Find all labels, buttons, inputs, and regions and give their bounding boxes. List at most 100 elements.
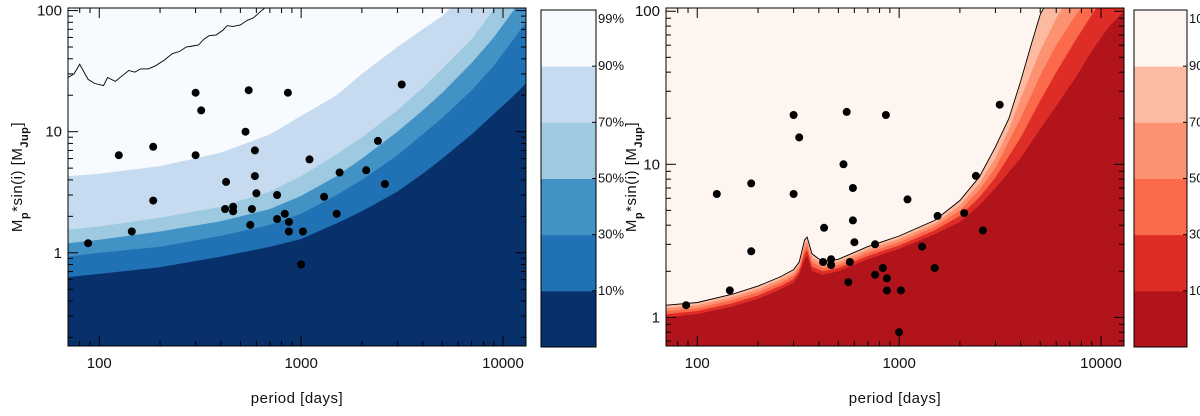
x-axis-title: period [days] — [849, 390, 941, 407]
axis-ticks — [665, 8, 1124, 346]
data-point-11 — [827, 255, 836, 264]
y-tick-label: 100 — [635, 3, 660, 20]
colorbar-segment — [1134, 122, 1187, 179]
data-point-9 — [222, 177, 231, 186]
data-point-15 — [844, 278, 853, 287]
colorbar-label: 99% — [598, 11, 624, 26]
data-point-33 — [373, 136, 382, 145]
data-point-14 — [244, 86, 253, 95]
data-point-35 — [397, 80, 406, 89]
colorbar-label: 100% — [1189, 11, 1200, 26]
data-point-18 — [848, 216, 857, 225]
plot-frame — [67, 7, 527, 347]
y-tick-label: 10 — [643, 156, 660, 173]
data-point-10 — [221, 205, 230, 213]
data-point-2 — [114, 151, 123, 160]
detection-limit-line — [666, 8, 1045, 306]
x-tick-label: 10000 — [482, 355, 524, 372]
data-point-6 — [191, 88, 200, 97]
data-point-33 — [971, 171, 980, 180]
data-point-24 — [882, 286, 891, 295]
axis-ticks — [67, 8, 526, 346]
data-point-27 — [896, 286, 905, 295]
data-point-21 — [871, 270, 880, 279]
data-point-12 — [827, 261, 836, 269]
colorbar-segment — [1134, 290, 1187, 348]
colorbar-label: 10% — [598, 283, 624, 298]
colorbar-label: 70% — [1189, 114, 1200, 129]
y-tick-label: 100 — [37, 3, 62, 20]
y-tick-label: 1 — [652, 309, 660, 326]
data-point-19 — [252, 189, 261, 198]
colorbar-segment — [541, 178, 596, 236]
data-point-28 — [305, 155, 314, 164]
data-point-13 — [839, 160, 848, 169]
data-point-31 — [933, 211, 942, 220]
data-point-5 — [149, 196, 158, 205]
data-point-16 — [247, 205, 256, 213]
data-point-20 — [871, 240, 880, 249]
chart-panel-2: 100 1000 10000 1 10 100 period [days] Mp*sin(i)… — [623, 3, 1200, 407]
data-point-24 — [284, 227, 293, 236]
colorbar: 10% 30% 50% 70% 90% 99% — [540, 9, 624, 348]
data-point-22 — [280, 209, 289, 218]
data-point-17 — [848, 184, 857, 192]
data-point-2 — [712, 190, 721, 198]
colorbar-label: 50% — [598, 171, 624, 186]
data-point-8 — [795, 133, 804, 142]
colorbar-segment — [1134, 66, 1187, 123]
x-tick-label: 10000 — [1080, 355, 1122, 372]
data-point-1 — [682, 301, 691, 310]
data-point-18 — [250, 172, 259, 181]
colorbar-segment — [541, 234, 596, 292]
colorbar-segment — [1134, 178, 1187, 236]
colorbar-label: 50% — [1189, 171, 1200, 186]
data-point-5 — [747, 247, 756, 256]
data-point-28 — [903, 195, 912, 204]
data-point-13 — [241, 127, 250, 136]
data-point-31 — [335, 168, 344, 177]
data-point-7 — [789, 190, 798, 198]
data-point-3 — [127, 227, 136, 236]
data-point-15 — [246, 220, 255, 229]
data-point-20 — [273, 191, 282, 199]
colorbar-label: 90% — [1189, 58, 1200, 73]
data-point-12 — [229, 207, 238, 216]
x-tick-label: 100 — [685, 355, 710, 372]
data-point-29 — [320, 192, 329, 201]
data-point-14 — [842, 107, 851, 116]
data-point-8 — [197, 106, 206, 115]
data-point-17 — [250, 146, 259, 155]
y-tick-label: 10 — [45, 124, 62, 141]
data-point-25 — [882, 274, 891, 283]
data-point-9 — [820, 223, 829, 232]
data-point-34 — [978, 226, 987, 235]
colorbar-segment — [541, 122, 596, 179]
data-point-32 — [960, 209, 969, 218]
data-point-7 — [191, 151, 200, 160]
data-point-19 — [850, 238, 859, 247]
colorbar-label: 70% — [598, 114, 624, 129]
colorbar-segment — [541, 10, 596, 67]
plot-frame — [665, 7, 1125, 347]
data-point-30 — [332, 209, 341, 218]
data-point-27 — [298, 227, 307, 236]
contour-region-30pct — [666, 11, 1124, 346]
data-point-25 — [284, 217, 293, 226]
data-point-26 — [297, 260, 306, 269]
data-point-34 — [380, 180, 389, 188]
data-point-32 — [362, 166, 371, 175]
plot-area — [666, 8, 1124, 346]
data-point-22 — [878, 264, 887, 272]
colorbar-label: 30% — [1189, 227, 1200, 242]
data-point-23 — [283, 88, 292, 97]
data-point-29 — [918, 242, 927, 251]
colorbar-segment — [1134, 10, 1187, 67]
y-axis-title: Mp*sin(i) [MJup] — [623, 122, 645, 232]
colorbar-label: 90% — [598, 58, 624, 73]
data-point-4 — [747, 179, 756, 188]
colorbar-segment — [541, 290, 596, 348]
data-point-16 — [845, 258, 854, 266]
detection-limit-line — [68, 8, 265, 87]
x-tick-label: 100 — [87, 355, 112, 372]
